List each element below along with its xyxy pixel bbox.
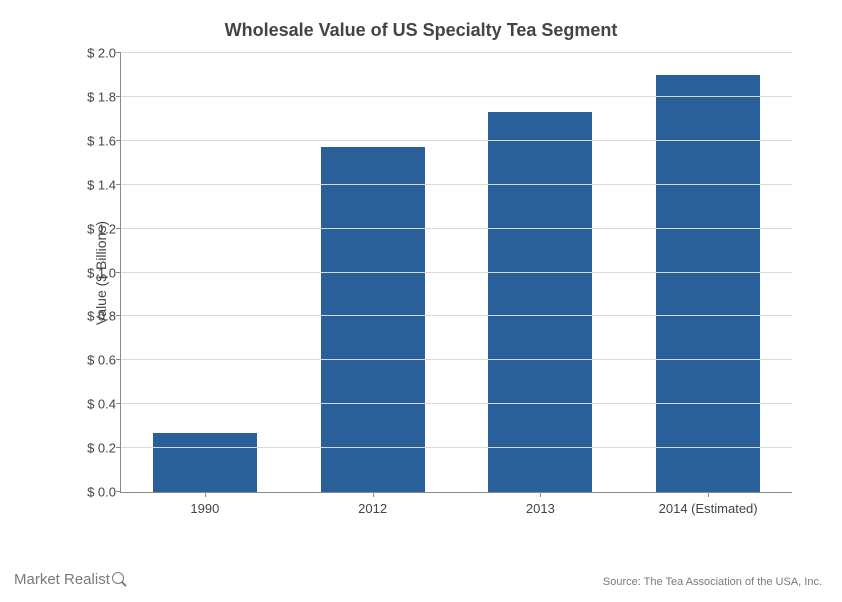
- y-tick-label: $ 1.2: [61, 221, 116, 236]
- y-tick-label: $ 0.6: [61, 353, 116, 368]
- x-tick-label: 2013: [526, 501, 555, 516]
- bar-slot: 2014 (Estimated): [624, 53, 792, 492]
- y-tick-label: $ 2.0: [61, 46, 116, 61]
- chart-container: Wholesale Value of US Specialty Tea Segm…: [30, 20, 812, 542]
- x-tick-label: 1990: [190, 501, 219, 516]
- x-tick-label: 2014 (Estimated): [659, 501, 758, 516]
- gridline: [121, 315, 792, 316]
- gridline: [121, 359, 792, 360]
- bar-slot: 2012: [289, 53, 457, 492]
- y-tick-label: $ 0.0: [61, 485, 116, 500]
- y-tick-mark: [116, 491, 121, 492]
- watermark-text: Market Realist: [14, 571, 110, 588]
- y-tick-label: $ 1.6: [61, 133, 116, 148]
- gridline: [121, 272, 792, 273]
- gridline: [121, 447, 792, 448]
- chart-title: Wholesale Value of US Specialty Tea Segm…: [30, 20, 812, 41]
- bar: [321, 147, 425, 492]
- bar-slot: 1990: [121, 53, 289, 492]
- bar: [656, 75, 760, 492]
- gridline: [121, 228, 792, 229]
- x-tick-label: 2012: [358, 501, 387, 516]
- y-tick-label: $ 1.8: [61, 89, 116, 104]
- x-tick-mark: [540, 492, 541, 497]
- gridline: [121, 96, 792, 97]
- source-attribution: Source: The Tea Association of the USA, …: [603, 576, 822, 588]
- gridline: [121, 184, 792, 185]
- x-tick-mark: [708, 492, 709, 497]
- y-tick-label: $ 0.8: [61, 309, 116, 324]
- y-tick-label: $ 1.0: [61, 265, 116, 280]
- gridline: [121, 52, 792, 53]
- gridline: [121, 403, 792, 404]
- watermark: Market Realist: [14, 571, 128, 588]
- bars-group: 1990201220132014 (Estimated): [121, 53, 792, 492]
- x-tick-mark: [205, 492, 206, 497]
- plot-area: Value ($ Billions) 1990201220132014 (Est…: [120, 53, 792, 493]
- magnifying-glass-icon: [112, 572, 128, 588]
- y-tick-label: $ 1.4: [61, 177, 116, 192]
- bar: [488, 112, 592, 492]
- bar-slot: 2013: [457, 53, 625, 492]
- x-tick-mark: [373, 492, 374, 497]
- y-tick-label: $ 0.4: [61, 397, 116, 412]
- gridline: [121, 140, 792, 141]
- y-tick-label: $ 0.2: [61, 441, 116, 456]
- bar: [153, 433, 257, 492]
